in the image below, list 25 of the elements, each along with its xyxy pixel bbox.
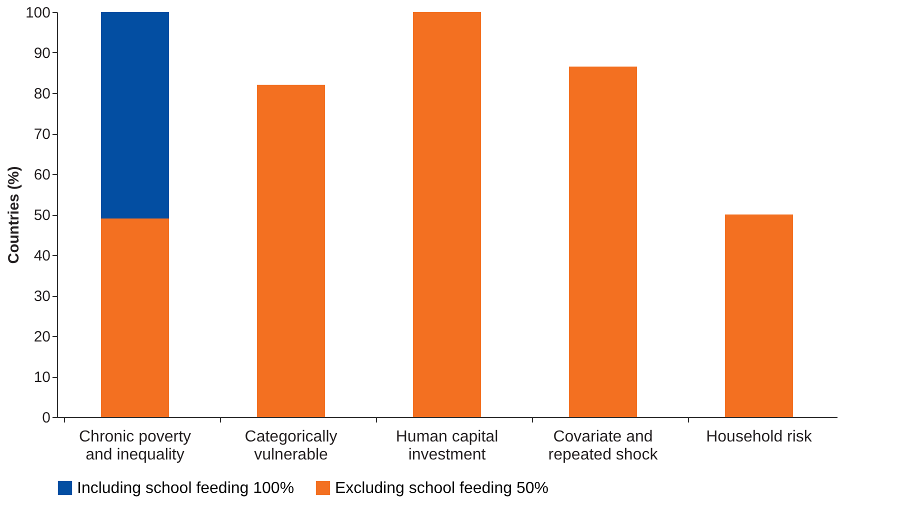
x-tick-label: Human capital investment xyxy=(396,428,498,464)
x-tick-label: Chronic poverty and inequality xyxy=(78,428,192,464)
y-tick-label: 80 xyxy=(34,86,50,102)
legend-label: Including school feeding 100% xyxy=(77,480,294,497)
y-axis-title: Countries (%) xyxy=(5,166,22,264)
y-tick-label: 30 xyxy=(34,288,50,305)
x-tick-label: Household risk xyxy=(706,428,813,446)
y-tick-label: 50 xyxy=(34,207,50,224)
y-tick-label: 70 xyxy=(34,126,50,143)
y-tick-label: 40 xyxy=(34,248,50,264)
y-tick-label: 0 xyxy=(42,410,50,426)
x-tick-label: Categorically vulnerable xyxy=(244,428,338,464)
bar xyxy=(569,66,637,417)
y-tick-label: 20 xyxy=(34,328,50,346)
y-tick-label: 60 xyxy=(34,166,50,184)
bar xyxy=(257,84,325,417)
x-tick-label: Covariate and repeated shock xyxy=(548,428,659,464)
legend-label: Excluding school feeding 50% xyxy=(335,480,548,497)
bar xyxy=(101,12,169,219)
y-tick-label: 100 xyxy=(25,4,50,22)
y-tick-label: 90 xyxy=(34,45,50,62)
y-tick-label: 10 xyxy=(34,369,50,386)
bar xyxy=(725,214,793,417)
bar xyxy=(101,218,169,417)
bar xyxy=(413,12,481,417)
